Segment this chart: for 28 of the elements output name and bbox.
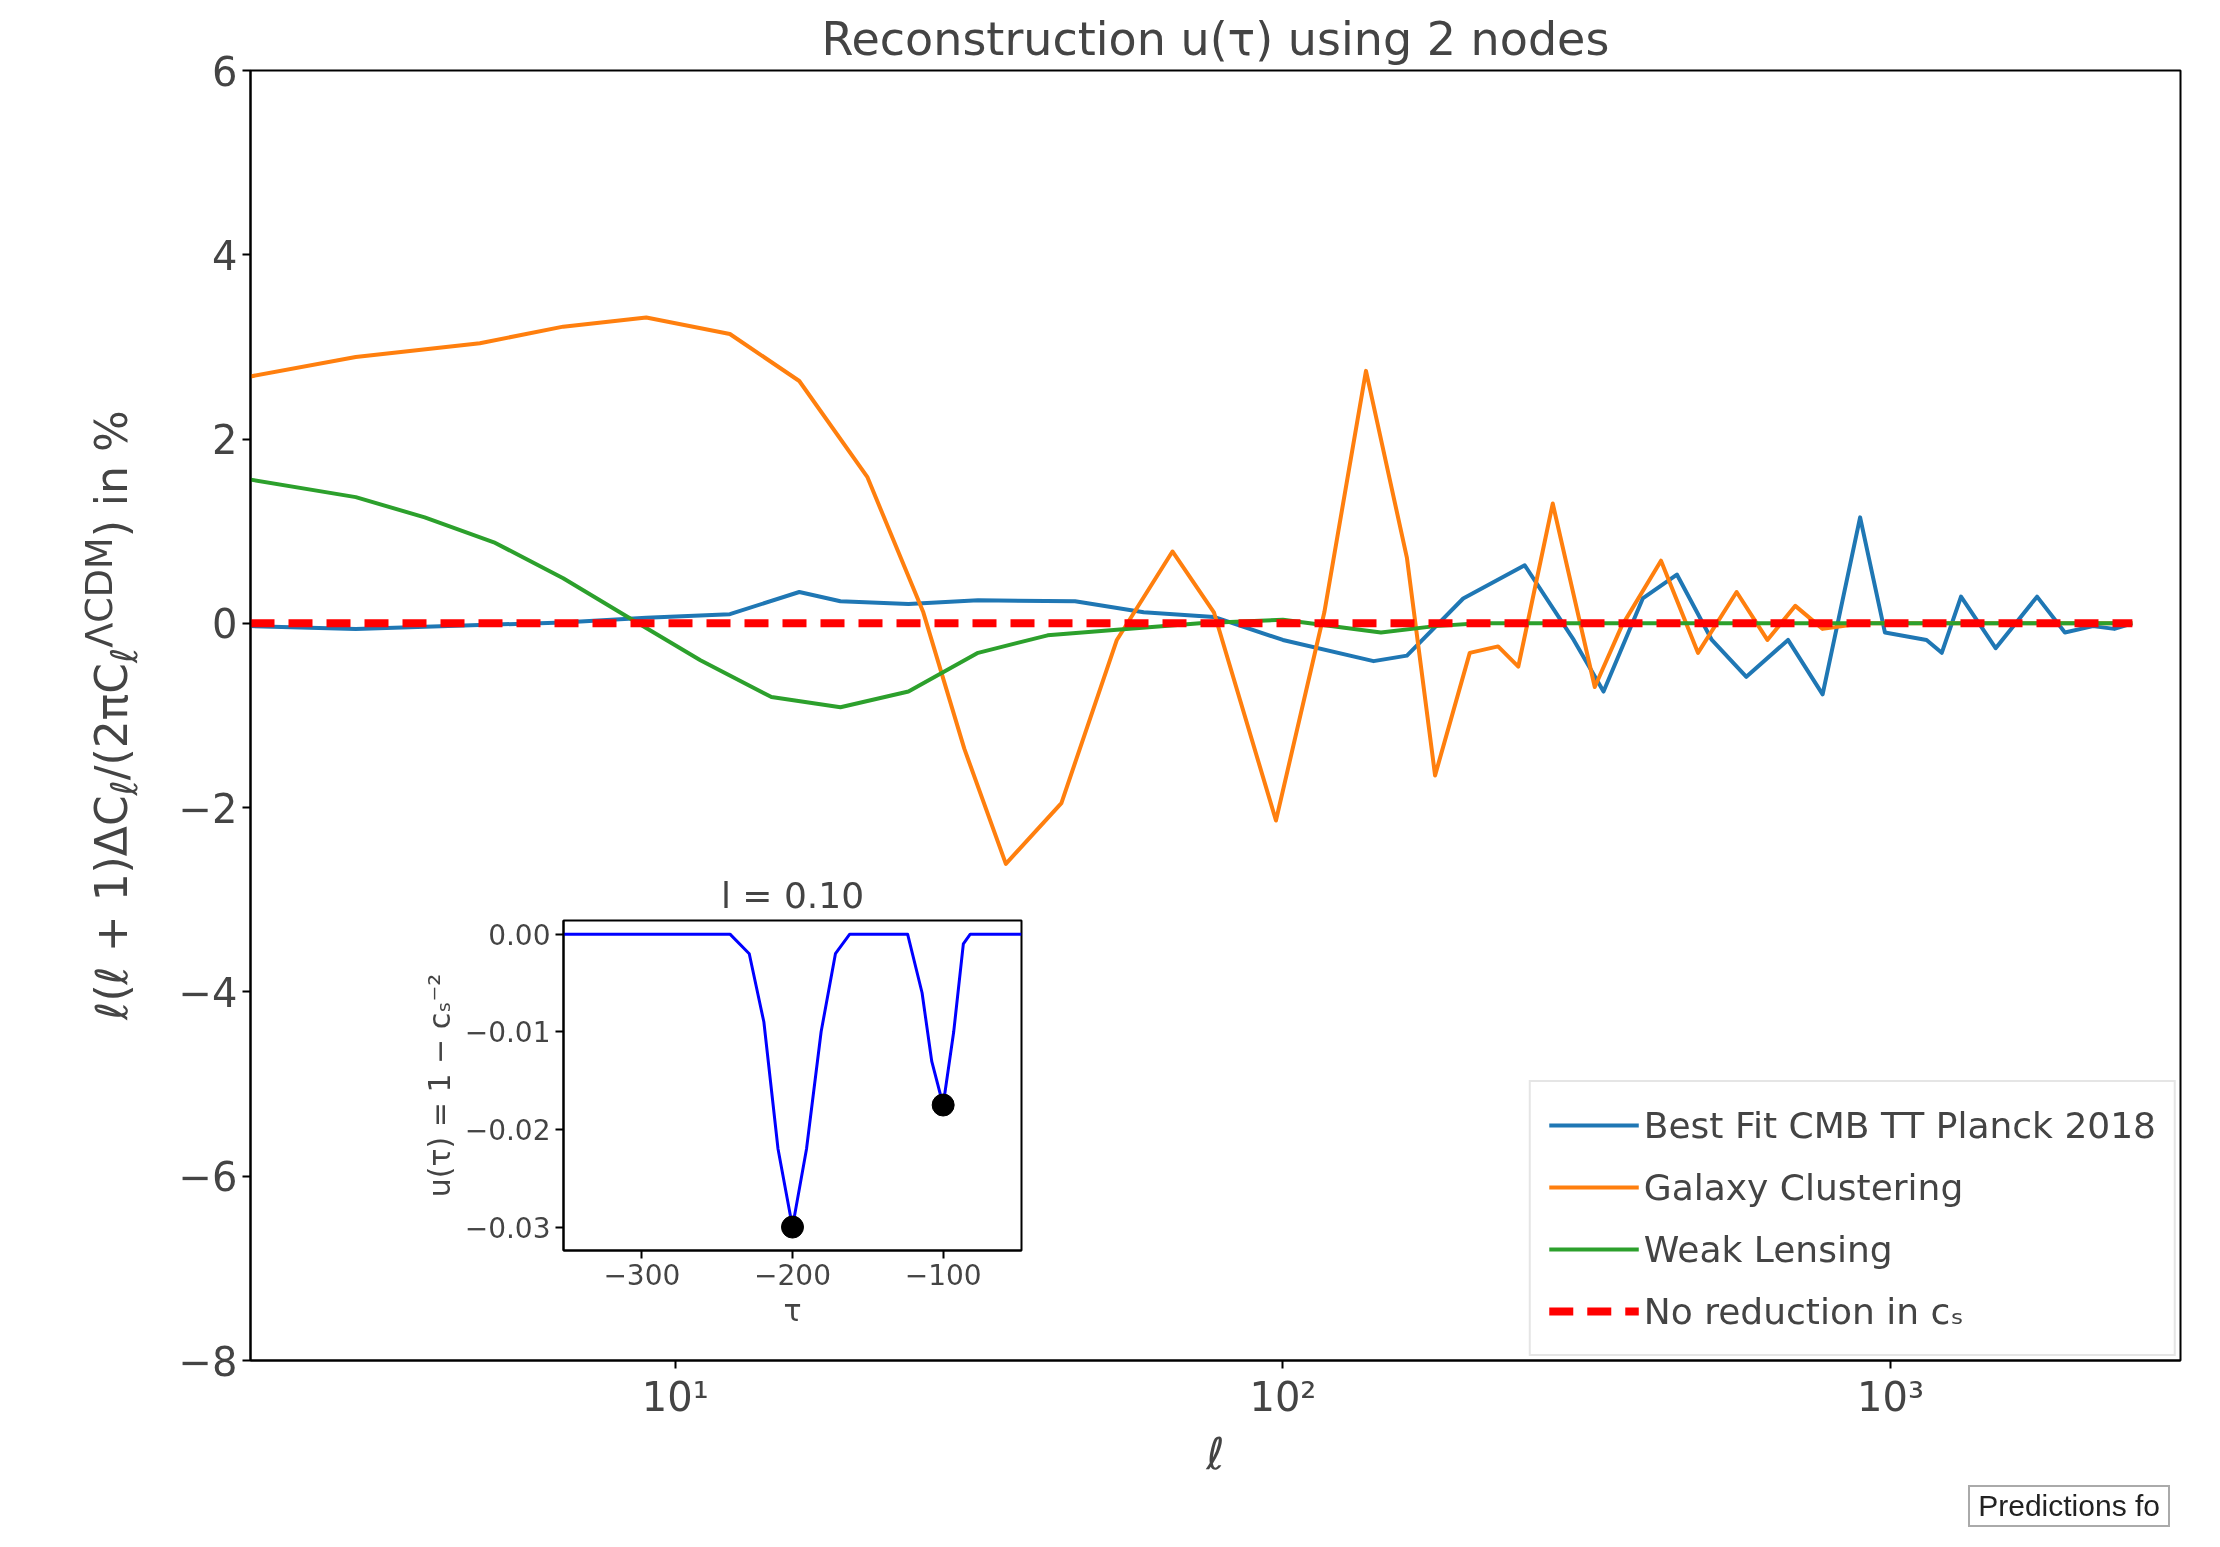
legend-label: Weak Lensing [1643,1227,1893,1272]
x-tick-label: −100 [904,1258,982,1292]
text: Predictions fo [1968,1485,2170,1527]
x-axis-title: τ [783,1292,802,1328]
x-tick-label: 10³ [1857,1373,1925,1420]
y-tick-label: 2 [212,417,238,464]
x-tick-label: 10² [1249,1373,1317,1420]
x-axis-title: ℓ [1205,1427,1225,1479]
y-tick-label: 0 [212,601,238,648]
legend-label: Galaxy Clustering [1643,1165,1964,1210]
y-tick-label: 4 [212,232,238,279]
x-tick-label: −300 [603,1258,681,1292]
y-axis-title: u(τ) = 1 − cₛ⁻² [421,973,457,1198]
y-tick-label: −0.02 [464,1113,551,1147]
y-tick-label: −4 [178,969,238,1016]
y-tick-label: −8 [178,1338,238,1385]
legend-label: Best Fit CMB TT Planck 2018 [1643,1103,2156,1148]
y-tick-label: 6 [212,48,238,95]
x-tick-label: −200 [754,1258,831,1292]
y-tick-label: 0.00 [488,918,551,952]
y-tick-label: −0.01 [464,1016,551,1050]
chart-title: Reconstruction u(τ) using 2 nodes [821,11,1610,66]
y-tick-label: −0.03 [464,1211,551,1245]
y-tick-label: −2 [178,785,238,832]
legend-label: No reduction in cₛ [1643,1289,1964,1334]
y-tick-label: −6 [178,1154,238,1201]
x-tick-label: 10¹ [641,1373,709,1420]
chart-title: l = 0.10 [720,874,865,916]
